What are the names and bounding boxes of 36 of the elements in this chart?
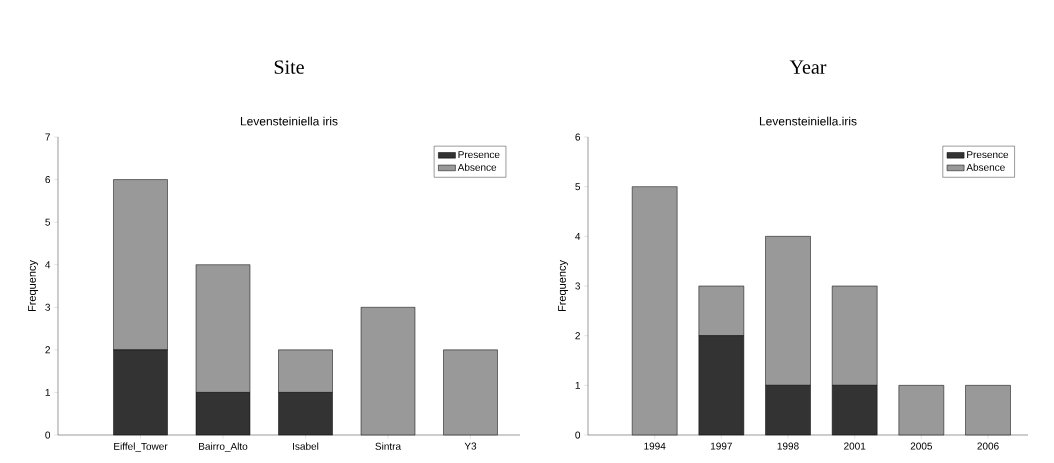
legend-label: Absence <box>966 163 1005 171</box>
x-tick-label: 1994 <box>644 442 666 450</box>
legend-label: Presence <box>967 151 1009 159</box>
y-tick-label: 3 <box>45 303 51 311</box>
x-tick-label: Bairro_Alto <box>199 442 248 452</box>
chart-title: Year <box>789 60 827 74</box>
y-tick-label: 0 <box>575 431 581 439</box>
y-axis-title: Frequency <box>558 260 569 312</box>
y-tick-label: 2 <box>575 332 580 340</box>
legend-label: Presence <box>458 151 500 159</box>
y-tick-label: 5 <box>575 183 581 191</box>
chart-subtitle: Levensteiniella.iris <box>759 116 857 126</box>
y-axis-title: Frequency <box>28 260 39 312</box>
y-tick-label: 6 <box>575 133 581 141</box>
x-tick-label: 2006 <box>977 442 999 450</box>
y-tick-label: 1 <box>45 388 50 396</box>
y-tick-label: 6 <box>45 176 51 184</box>
y-tick-label: 0 <box>45 431 51 439</box>
y-tick-label: 4 <box>45 261 51 269</box>
y-tick-label: 1 <box>575 381 580 389</box>
legend-label: Absence <box>457 163 497 171</box>
x-tick-label: Y3 <box>464 442 477 450</box>
x-tick-label: Eiffel_Tower <box>114 442 168 452</box>
chart-subtitle: Levensteiniella iris <box>240 116 338 126</box>
x-tick-label: 1997 <box>710 442 732 450</box>
y-tick-label: 7 <box>45 133 50 141</box>
chart-title: Site <box>274 60 304 74</box>
x-tick-label: Sintra <box>375 442 402 450</box>
x-tick-label: 1998 <box>777 442 799 450</box>
x-tick-label: 2001 <box>844 442 866 450</box>
y-tick-label: 2 <box>45 346 50 354</box>
x-tick-label: Isabel <box>293 442 319 450</box>
y-tick-label: 4 <box>575 232 581 240</box>
y-tick-label: 5 <box>45 218 51 226</box>
x-tick-label: 2005 <box>910 442 933 450</box>
y-tick-label: 3 <box>575 282 581 290</box>
